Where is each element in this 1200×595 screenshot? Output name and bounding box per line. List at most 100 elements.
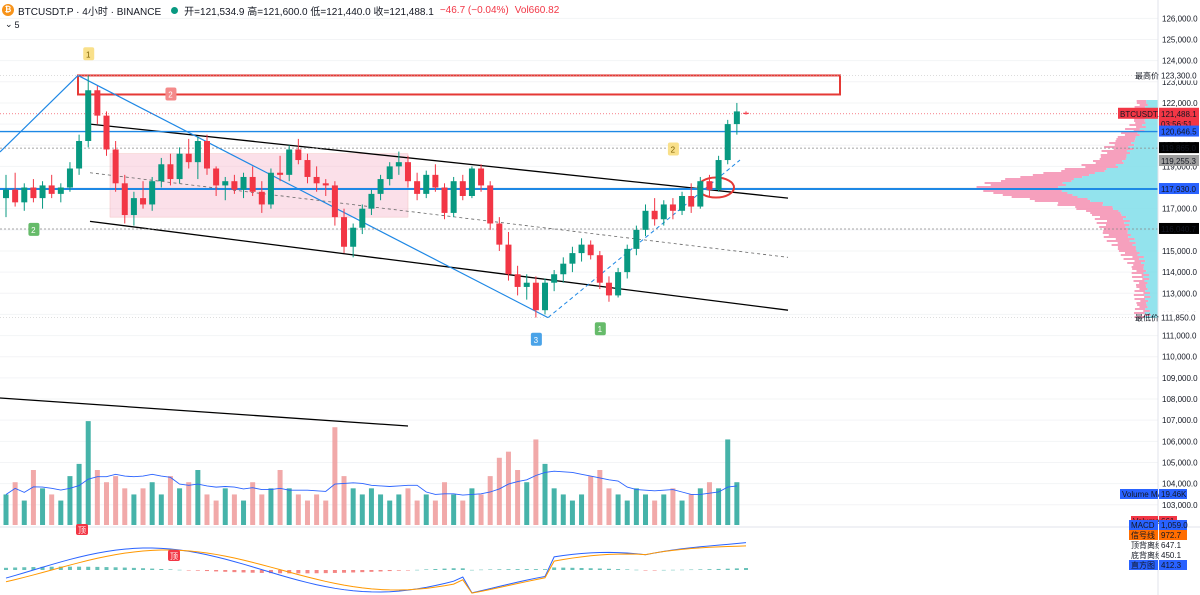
volume-profile-bar [1146,304,1158,306]
volume-bar [49,494,55,525]
macd-label-tag [1129,550,1158,560]
volume-profile-bar [1029,198,1088,200]
volume-profile-bar [1114,144,1135,146]
macd-histogram-bar [296,570,301,574]
macd-histogram-bar [415,569,420,571]
volume-bar [76,463,82,525]
indicators-toggle[interactable]: ⌄ 5 [4,18,23,31]
price-tick-label: 103,000.0 [1162,501,1198,510]
candle-body [560,263,567,275]
candle-body [341,217,348,247]
volume-bar [250,482,256,525]
volume-profile-bar [1126,150,1158,152]
volume-bar [551,488,557,525]
macd-value-tag [1159,520,1187,530]
volume-profile-bar [1139,128,1158,130]
macd-histogram-bar [40,566,45,570]
candle-body [478,168,485,186]
macd-row-label: 底背离线 [1131,550,1163,560]
macd-histogram-bar [49,566,54,570]
wave-label-marker [530,332,542,346]
volume-bar [103,482,109,525]
volume-profile-bar [1124,252,1140,254]
volume-profile-bar [1136,284,1146,286]
candle-body [450,181,457,213]
macd-row-label: 直方图 [1131,560,1155,570]
candle-body [441,187,448,213]
volume-profile-bar [1089,174,1158,176]
candle-body [587,244,594,256]
volume-profile-bar [1134,316,1146,318]
candle-body [386,166,393,180]
high-value-tag-text: 123,300.0 [1161,71,1197,80]
volume-profile-bar [1135,248,1158,250]
volume-profile-bar [1130,234,1158,236]
macd-histogram-bar [214,570,219,572]
candle-body [432,174,439,188]
bitcoin-logo-icon: ₿ [2,4,14,16]
volume-bar [670,488,676,525]
volume-profile-bar [1020,176,1083,178]
price-tick-label: 110,000.0 [1162,353,1198,362]
volume-bar [368,488,374,525]
level-tag-text: 119,865.0 [1161,144,1197,153]
volume-profile-bar [1077,196,1158,198]
macd-histogram-bar [22,567,27,570]
candle-body [679,195,686,211]
volume-profile-bar [1139,258,1158,260]
macd-histogram-bar [460,568,465,570]
volume-profile-bar [1135,136,1158,138]
volume-profile-bar [1140,300,1149,302]
divergence-marker [168,550,180,561]
candle-body [185,153,192,163]
channel-lower-line [89,220,789,311]
candle-body [130,198,137,216]
symbol-title[interactable]: BTCUSDT.P · 4小时 · BINANCE [18,6,162,18]
volume-profile-bar [1123,258,1140,260]
wave-label-marker [28,222,40,236]
candle-body [167,164,174,180]
volume-profile-bar [1118,166,1158,168]
macd-histogram-bar [616,569,621,570]
macd-row-value: 972.7 [1161,531,1182,540]
wave-label: 2 [168,90,173,99]
macd-histogram-bar [515,569,520,570]
macd-histogram-bar [305,570,310,574]
volume-bar [113,476,119,525]
candle-body [295,149,302,161]
volume-profile-bar [1132,276,1144,278]
macd-histogram-bar [360,570,365,573]
volume-profile-bar [1061,170,1105,172]
volume-profile-bar [1149,310,1158,312]
volume-bar [158,494,164,525]
volume-bar [195,470,201,525]
volume-profile-bar [1087,198,1158,200]
volume-profile-bar [1125,128,1140,130]
volume-profile-bar [1144,264,1158,266]
candle-body [249,176,256,192]
volume-bar [149,482,155,525]
macd-histogram-bar [195,570,200,571]
candle-body [57,187,64,194]
volume-profile-bar [1135,242,1158,244]
macd-row-label: 顶背离线 [1131,540,1163,550]
volume-profile-bar [1085,166,1119,168]
macd-histogram-bar [250,570,255,573]
candle-body [304,160,311,177]
volume-bar [432,500,438,525]
volume-bar [652,500,658,525]
macd-row-value: 450.1 [1161,551,1182,560]
volume-profile-bar [1139,288,1148,290]
macd-histogram-bar [744,568,748,570]
candle-body [3,189,9,199]
level-tag [1159,222,1199,234]
volume-profile-bar [1136,302,1147,304]
volume-profile-bar [1136,100,1147,102]
macd-histogram-bar [95,566,100,570]
volume-bar [643,494,649,525]
volume-profile-bar [1144,312,1158,314]
wave-label: 3 [534,336,539,345]
volume-profile-bar [1058,202,1104,204]
volume-profile-bar [1136,270,1147,272]
